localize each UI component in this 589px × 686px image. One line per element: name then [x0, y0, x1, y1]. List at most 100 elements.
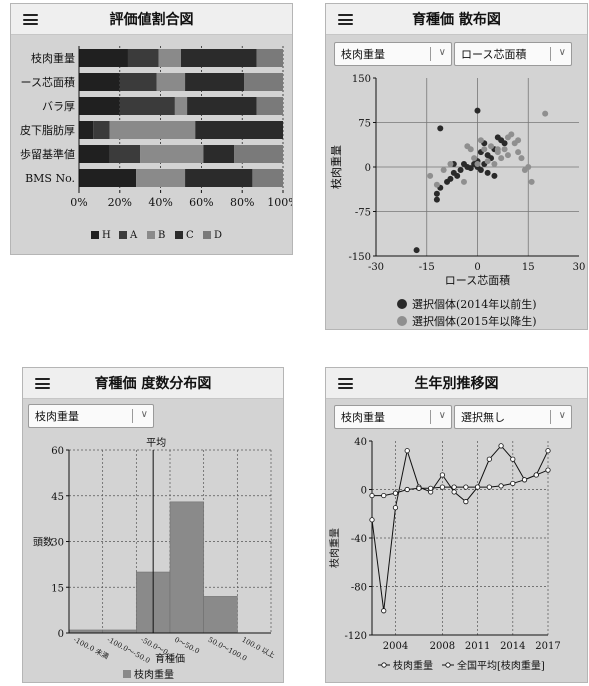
histogram-select[interactable]: 枝肉重量 ∨ [28, 404, 154, 428]
histogram-y-axis-label: 頭数 [33, 536, 53, 549]
ratio-bar-segment [140, 145, 204, 163]
histogram-y-tick-label: 60 [51, 446, 64, 457]
ratio-x-tick-label: 80% [230, 196, 254, 209]
scatter-x-axis-label: ロース芯面積 [445, 273, 510, 287]
scatter-panel: 育種価 散布図 枝肉重量 ∨ ロース芯面積 ∨ 150 75 0 -75 -150 -30… [325, 3, 588, 330]
scatter-x-tick-label: 30 [573, 262, 586, 273]
ratio-panel: 評価値割合図 枝肉重量 ース芯面積 バラ厚 皮下脂肪厚 歩留基準値 BMS No. 0% 20… [10, 3, 293, 255]
ratio-bar-segment [136, 169, 186, 187]
scatter-point [488, 143, 495, 150]
ratio-bar-segment [158, 49, 181, 67]
scatter-point [413, 247, 420, 254]
trend-x-tick-label: 2017 [535, 641, 560, 652]
hamburger-menu-icon[interactable] [23, 14, 38, 25]
trend-compare-select-value: 選択無し [461, 411, 505, 424]
trend-point [428, 485, 434, 491]
ratio-legend-swatch [147, 231, 155, 239]
trend-y-tick-label: -80 [351, 583, 367, 594]
histogram-y-tick-label: 0 [58, 629, 64, 640]
ratio-bar-segment [127, 49, 159, 67]
hamburger-menu-icon[interactable] [35, 378, 50, 389]
ratio-title: 評価値割合図 [109, 12, 194, 28]
scatter-point [447, 161, 454, 168]
ratio-x-tick-label: 0% [70, 196, 87, 209]
trend-point [498, 443, 504, 449]
histogram-category-label: -100.0 未満 [72, 635, 110, 661]
scatter-point [447, 175, 454, 182]
ratio-bar-segment [174, 97, 188, 115]
trend-point [475, 484, 481, 490]
scatter-point [460, 178, 467, 185]
scatter-title: 育種価 散布図 [412, 12, 501, 28]
trend-point [381, 492, 387, 499]
chevron-down-icon: ∨ [140, 409, 148, 420]
scatter-x-tick-label: -15 [419, 262, 435, 273]
scatter-legend-marker [397, 299, 407, 309]
trend-y-tick-label: -40 [351, 534, 367, 545]
trend-point [545, 467, 551, 473]
scatter-point [467, 165, 474, 172]
ratio-bar-segment [252, 169, 283, 187]
ratio-bar-segment [256, 97, 283, 115]
histogram-x-axis-label: 育種価 [155, 652, 185, 665]
scatter-point [491, 161, 498, 168]
ratio-category-label: BMS No. [25, 172, 75, 185]
ratio-bar-segment [203, 145, 235, 163]
ratio-legend-swatch [91, 231, 99, 239]
trend-title: 生年別推移図 [414, 376, 499, 392]
hamburger-menu-icon[interactable] [338, 378, 353, 389]
ratio-bar-segment [119, 97, 175, 115]
trend-x-tick-label: 2014 [500, 641, 525, 652]
trend-point [451, 489, 457, 495]
scatter-point [484, 169, 491, 176]
scatter-x-select[interactable]: ロース芯面積 ∨ [454, 42, 572, 66]
histogram-legend-label: 枝肉重量 [134, 668, 174, 681]
ratio-bar-segment [79, 97, 120, 115]
trend-x-tick-label: 2008 [430, 641, 455, 652]
ratio-legend-label: H [102, 230, 111, 241]
scatter-y-select[interactable]: 枝肉重量 ∨ [334, 42, 452, 66]
ratio-legend-swatch [119, 231, 127, 239]
scatter-point [518, 155, 525, 162]
hamburger-menu-icon[interactable] [338, 14, 353, 25]
trend-point [545, 448, 551, 454]
scatter-point [498, 155, 505, 162]
scatter-y-tick-label: -150 [349, 252, 371, 263]
trend-panel: 生年別推移図 枝肉重量 ∨ 選択無し ∨ 40 0 -40 -80 -120 2004 20… [325, 367, 588, 683]
trend-y-select[interactable]: 枝肉重量 ∨ [334, 405, 452, 429]
scatter-point [477, 137, 484, 144]
ratio-header: 評価値割合図 [11, 4, 292, 35]
histogram-bar [169, 501, 204, 634]
trend-point [486, 456, 492, 462]
histogram-select-value: 枝肉重量 [35, 410, 79, 423]
histogram-mean-label: 平均 [146, 437, 166, 449]
chevron-down-icon: ∨ [558, 47, 566, 58]
chevron-down-icon: ∨ [438, 47, 446, 58]
histogram-y-tick-label: 15 [51, 583, 64, 594]
ratio-bar-segment [79, 73, 120, 91]
ratio-bar-segment [109, 121, 196, 139]
histogram-legend-swatch [123, 670, 131, 678]
trend-point [521, 477, 528, 483]
trend-point [463, 484, 469, 490]
scatter-point [471, 155, 478, 162]
ratio-bar-segment [79, 121, 94, 139]
trend-legend-label: 枝肉重量 [393, 659, 433, 672]
trend-y-axis-label: 枝肉重量 [328, 528, 341, 568]
scatter-y-select-value: 枝肉重量 [341, 48, 385, 61]
ratio-bar-segment [119, 73, 157, 91]
scatter-y-tick-label: 0 [365, 163, 371, 174]
scatter-legend-label: 選択個体(2014年以前生) [412, 297, 537, 311]
ratio-bar-segment [79, 145, 110, 163]
trend-point [486, 484, 492, 490]
ratio-category-label: バラ厚 [42, 100, 75, 113]
ratio-bar-segment [185, 169, 253, 187]
ratio-category-label: 枝肉重量 [31, 51, 75, 65]
ratio-category-label: ース芯面積 [21, 75, 75, 89]
trend-compare-select[interactable]: 選択無し ∨ [454, 405, 572, 429]
ratio-x-tick-label: 100% [267, 196, 293, 209]
ratio-bar-segment [93, 121, 110, 139]
ratio-x-tick-label: 60% [189, 196, 213, 209]
scatter-y-tick-label: 75 [358, 119, 371, 130]
